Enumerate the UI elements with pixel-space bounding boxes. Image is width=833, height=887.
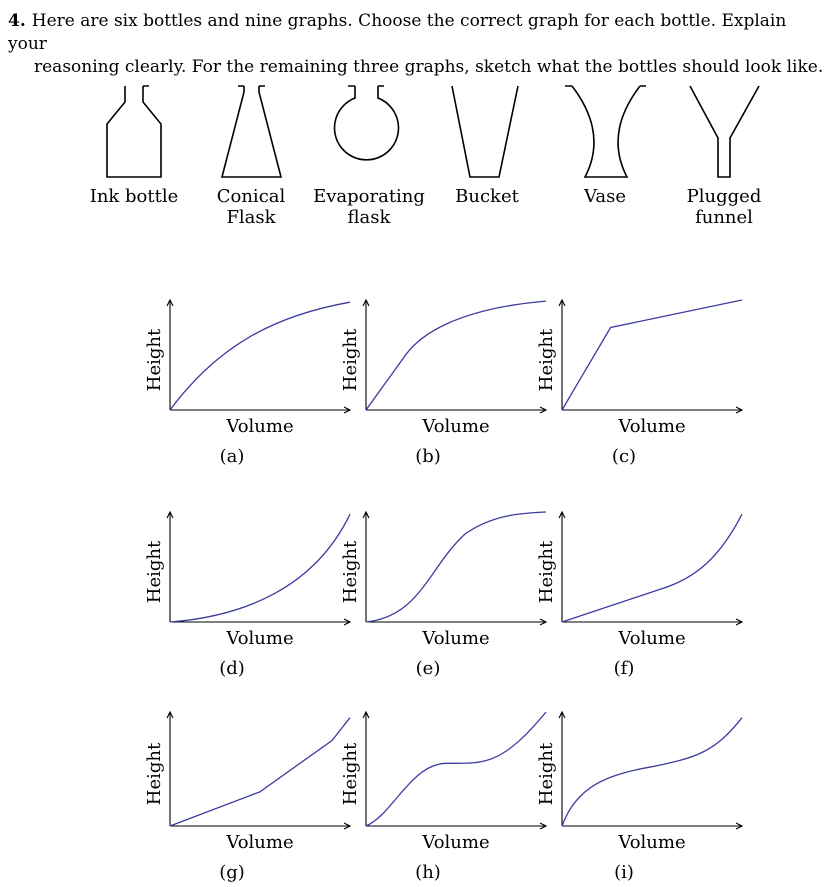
question-line-2: reasoning clearly. For the remaining thr… [34,57,824,77]
graph-d-curve [169,513,351,623]
question-text: 4. Here are six bottles and nine graphs. … [8,10,828,79]
plugged-funnel-drawing [689,85,760,178]
graph-c-xlabel: Volume [617,416,685,437]
graph-b-curve [365,300,547,411]
graph-i-xlabel: Volume [617,832,685,853]
bottle-label-conical-line2: Flask [226,207,276,228]
bottle-label-vase-line1: Vase [584,186,626,207]
graph-h-y-arrow [362,710,370,719]
graph-b-caption: (b) [415,446,441,467]
graph-h-ylabel: Height [340,742,361,805]
bottle-label-ink: Ink bottle [74,186,194,207]
bottle-label-evaporating: Evaporating flask [309,186,429,228]
graph-d-y-arrow [166,510,174,519]
graph-h-curve [365,711,547,827]
question-line-1: Here are six bottles and nine graphs. Ch… [8,11,787,54]
conical-flask-drawing [220,85,283,178]
graph-d-x-arrow [343,618,352,626]
graph-b-x-arrow [539,406,548,414]
graph-b: Volume Height (b) [340,298,548,467]
graph-f-caption: (f) [614,658,635,679]
graph-e-ylabel: Height [340,540,361,603]
graph-h: Volume Height (h) [340,710,548,883]
bottle-label-funnel-line1: Plugged [686,186,762,207]
vase-drawing [565,85,646,178]
graph-c-caption: (c) [612,446,636,467]
graph-g-ylabel: Height [144,742,165,805]
graph-e-x-arrow [539,618,548,626]
graph-i-curve [561,717,743,827]
graph-b-ylabel: Height [340,328,361,391]
graph-i-y-arrow [558,710,566,719]
graph-g-curve [169,717,351,827]
graph-f-ylabel: Height [536,540,557,603]
graph-c-ylabel: Height [536,328,557,391]
graph-i-caption: (i) [614,862,634,883]
graph-a-curve [169,301,351,411]
graph-e-caption: (e) [416,658,441,679]
graph-d-ylabel: Height [144,540,165,603]
graph-h-caption: (h) [415,862,441,883]
bottle-label-ink-line1: Ink bottle [89,186,179,207]
graph-g-caption: (g) [219,862,245,883]
graph-c-curve [561,299,743,411]
graph-f-curve [561,513,743,623]
bottle-label-bucket-line1: Bucket [455,186,519,207]
graph-d-caption: (d) [219,658,245,679]
bottle-label-funnel-line2: funnel [695,207,753,228]
bottle-label-evaporating-line2: flask [347,207,391,228]
graph-f-x-arrow [735,618,744,626]
graph-a-x-arrow [343,406,352,414]
graph-a-y-arrow [166,298,174,307]
graph-g-x-arrow [343,822,352,830]
graph-g: Volume Height (g) [144,710,352,883]
graph-i: Volume Height (i) [536,710,744,883]
bottle-label-conical-line1: Conical [216,186,286,207]
graph-f-y-arrow [558,510,566,519]
graph-h-xlabel: Volume [421,832,489,853]
graph-f-xlabel: Volume [617,628,685,649]
graph-e-y-arrow [362,510,370,519]
bottle-drawings [106,85,760,178]
graph-d-xlabel: Volume [225,628,293,649]
bottle-label-conical: Conical Flask [191,186,311,228]
graph-b-y-arrow [362,298,370,307]
graph-i-ylabel: Height [536,742,557,805]
graph-e: Volume Height (e) [340,510,548,679]
graph-c-y-arrow [558,298,566,307]
graph-a-caption: (a) [220,446,245,467]
graph-f: Volume Height (f) [536,510,744,679]
graph-e-curve [365,511,547,623]
graph-a-xlabel: Volume [225,416,293,437]
ink-bottle-drawing [106,85,162,178]
graph-g-y-arrow [166,710,174,719]
graph-a-ylabel: Height [144,328,165,391]
graph-i-x-arrow [735,822,744,830]
graph-h-x-arrow [539,822,548,830]
evaporating-flask-drawing [333,85,400,161]
graph-a: Volume Height (a) [144,298,352,467]
bottle-label-vase: Vase [545,186,665,207]
graph-b-xlabel: Volume [421,416,489,437]
graph-c: Volume Height (c) [536,298,744,467]
graph-d: Volume Height (d) [144,510,352,679]
graph-g-xlabel: Volume [225,832,293,853]
question-number: 4. [8,11,26,31]
bottle-label-funnel: Plugged funnel [664,186,784,228]
bottle-label-evaporating-line1: Evaporating [313,186,425,207]
bucket-drawing [451,85,519,178]
graph-c-x-arrow [735,406,744,414]
graph-e-xlabel: Volume [421,628,489,649]
bottle-label-bucket: Bucket [427,186,547,207]
